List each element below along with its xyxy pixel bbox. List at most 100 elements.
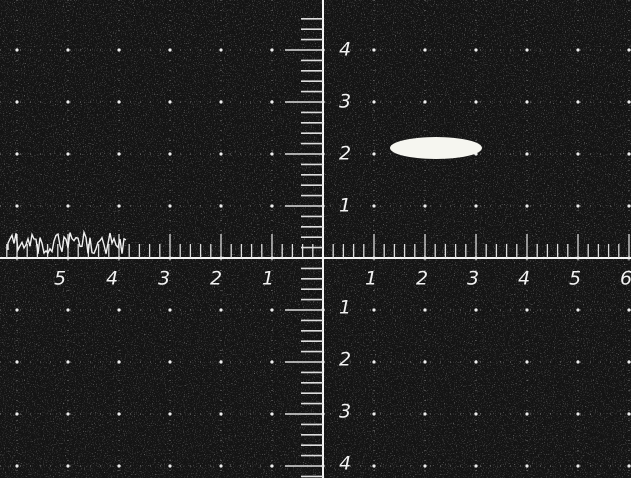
grid-dot	[66, 360, 69, 363]
grid-dot	[66, 100, 69, 103]
grid-dot	[627, 152, 630, 155]
y-axis-label: 1	[339, 297, 351, 319]
grid-dot	[372, 412, 375, 415]
x-axis-label: 2	[416, 268, 428, 290]
grid-dot	[576, 464, 579, 467]
grid-dot	[270, 308, 273, 311]
grid-dot	[219, 48, 222, 51]
grid-dot	[168, 100, 171, 103]
grid-dot	[372, 100, 375, 103]
grid-dot	[270, 464, 273, 467]
grid-dot	[372, 48, 375, 51]
grid-dot	[117, 152, 120, 155]
grid-dot	[66, 308, 69, 311]
grid-dot	[219, 308, 222, 311]
grid-dot	[219, 100, 222, 103]
grid-dot	[270, 412, 273, 415]
y-axis-label: 2	[339, 349, 351, 371]
x-axis-label: 1	[262, 268, 274, 290]
y-axis-label: 1	[339, 195, 351, 217]
grid-dot	[168, 48, 171, 51]
grid-dot	[66, 464, 69, 467]
grid-dot	[117, 100, 120, 103]
grid-dot	[525, 100, 528, 103]
grid-dot	[474, 308, 477, 311]
grid-dot	[576, 152, 579, 155]
grid-dot	[168, 464, 171, 467]
grid-dot	[15, 152, 18, 155]
y-axis-label: 2	[339, 143, 351, 165]
grid-dot	[525, 152, 528, 155]
grid-dot	[525, 204, 528, 207]
grid-dot	[627, 308, 630, 311]
grid-dot	[66, 412, 69, 415]
grid-dot	[15, 464, 18, 467]
grid-dot	[576, 100, 579, 103]
grid-dot	[117, 360, 120, 363]
oscilloscope-screen: 5432112345612341234	[0, 0, 631, 478]
grid-dot	[423, 204, 426, 207]
grid-dot	[372, 308, 375, 311]
x-axis-label: 4	[106, 268, 118, 290]
grid-dot	[423, 48, 426, 51]
film-grain	[0, 0, 631, 478]
trace-spot	[390, 137, 482, 159]
grid-dot	[15, 100, 18, 103]
grid-dot	[168, 308, 171, 311]
grid-dot	[474, 360, 477, 363]
grid-dot	[270, 100, 273, 103]
grid-dot	[117, 464, 120, 467]
grid-dot	[168, 360, 171, 363]
grid-dot	[15, 48, 18, 51]
grid-dot	[270, 48, 273, 51]
grid-dot	[270, 152, 273, 155]
x-axis-label: 3	[467, 268, 479, 290]
grid-dot	[576, 360, 579, 363]
grid-dot	[15, 360, 18, 363]
grid-dot	[168, 204, 171, 207]
grid-dot	[525, 412, 528, 415]
grid-dot	[117, 48, 120, 51]
grid-dot	[525, 360, 528, 363]
grid-dot	[270, 360, 273, 363]
grid-dot	[219, 152, 222, 155]
grid-dot	[474, 100, 477, 103]
grid-dot	[219, 412, 222, 415]
grid-dot	[525, 308, 528, 311]
grid-dot	[627, 48, 630, 51]
grid-dot	[168, 412, 171, 415]
y-axis-label: 3	[339, 91, 351, 113]
grid-dot	[372, 152, 375, 155]
grid-dot	[423, 464, 426, 467]
x-axis-label: 5	[569, 268, 581, 290]
y-axis-label: 4	[339, 453, 351, 475]
grid-dot	[66, 152, 69, 155]
x-axis-label: 4	[518, 268, 530, 290]
grid-dot	[627, 100, 630, 103]
grid-dot	[372, 204, 375, 207]
grid-dot	[423, 308, 426, 311]
x-axis-label: 3	[158, 268, 170, 290]
grid-dot	[15, 204, 18, 207]
grid-dot	[117, 204, 120, 207]
grid-dot	[474, 204, 477, 207]
grid-dot	[219, 464, 222, 467]
grid-dot	[66, 48, 69, 51]
grid-dot	[474, 48, 477, 51]
grid-dot	[270, 204, 273, 207]
grid-dot	[576, 412, 579, 415]
grid-dot	[474, 464, 477, 467]
grid-dot	[117, 308, 120, 311]
grid-dot	[423, 412, 426, 415]
grid-dot	[576, 308, 579, 311]
grid-dot	[576, 204, 579, 207]
x-axis-label: 5	[54, 268, 66, 290]
grid-dot	[576, 48, 579, 51]
grid-dot	[474, 412, 477, 415]
grid-dot	[66, 204, 69, 207]
x-axis-label: 1	[365, 268, 377, 290]
grid-dot	[525, 48, 528, 51]
grid-dot	[627, 464, 630, 467]
x-axis-label: 2	[210, 268, 222, 290]
x-axis-label: 6	[620, 268, 631, 290]
